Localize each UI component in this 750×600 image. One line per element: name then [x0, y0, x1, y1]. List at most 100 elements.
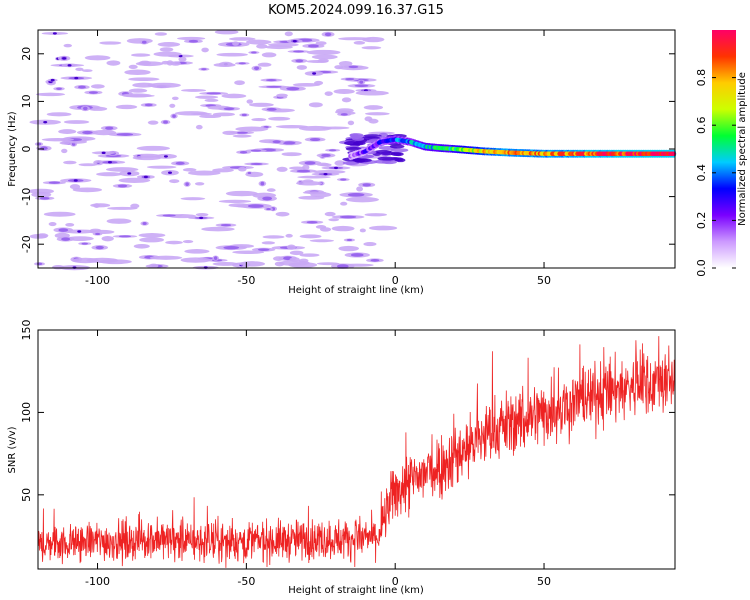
- spectrogram-noise-core: [88, 91, 98, 94]
- spectrogram-noise-blob: [317, 58, 329, 63]
- spectrogram-noise-blob: [63, 43, 72, 48]
- colorbar-tick-label: 0.0: [695, 259, 708, 277]
- spectrogram-noise-core: [348, 65, 359, 69]
- spectrogram-noise-blob: [169, 103, 176, 108]
- spectrogram-noise-core: [370, 259, 380, 262]
- spectrogram-noise-blob: [238, 166, 247, 172]
- spectrogram-y-axis-label: Frequency (Hz): [7, 111, 18, 187]
- figure-title: KOM5.2024.099.16.37.G15: [268, 3, 444, 18]
- spectrogram-noise-blob: [184, 249, 210, 254]
- spectrogram-noise-core: [309, 137, 321, 142]
- spectrogram-noise-blob: [43, 211, 76, 217]
- spectrogram-noise-blob: [90, 203, 111, 208]
- spectrogram-noise-blob: [170, 61, 181, 66]
- spectrogram-noise-blob: [161, 60, 170, 65]
- spectrogram-noise-blob: [368, 118, 379, 124]
- spectrogram-noise-peak: [199, 216, 204, 220]
- spectrogram-noise-blob: [46, 112, 72, 117]
- spectrogram-noise-core: [254, 66, 260, 71]
- spectrogram-noise-core: [175, 161, 185, 165]
- spectrogram-noise-blob: [132, 155, 162, 161]
- spectrogram-noise-blob: [321, 126, 350, 130]
- spectrogram-noise-core: [347, 192, 365, 197]
- spectrogram-noise-blob: [72, 187, 103, 193]
- spectrogram-noise-blob: [248, 102, 274, 107]
- spectrogram-noise-blob: [257, 62, 272, 67]
- snr-series-line: [38, 336, 675, 568]
- spectrogram-noise-core: [117, 184, 128, 188]
- spectrogram-noise-blob: [201, 226, 235, 232]
- spectrogram-noise-blob: [261, 52, 277, 58]
- ridge-onset-blob: [390, 148, 409, 153]
- spectrogram-noise-blob: [361, 36, 385, 43]
- spectrogram-noise-blob: [368, 225, 398, 231]
- spectrogram-noise-blob: [221, 93, 247, 99]
- spectrogram-noise-blob: [148, 263, 159, 269]
- spectrogram-noise-blob: [146, 165, 177, 169]
- spectrogram-noise-blob: [222, 130, 238, 135]
- snr-x-tick-label: 0: [392, 575, 399, 588]
- snr-y-tick-label: 150: [20, 320, 33, 341]
- spectrogram-noise-core: [321, 153, 331, 157]
- snr-axes: -100 -50 0 50 50 100 150: [20, 320, 675, 588]
- spectrogram-noise-core: [282, 141, 296, 145]
- spectrogram-noise-blob: [147, 120, 159, 125]
- spectrogram-noise-core: [266, 85, 282, 88]
- spectrogram-noise-blob: [338, 60, 353, 67]
- spectrogram-noise-blob: [256, 44, 268, 49]
- spectrogram-noise-core: [266, 208, 271, 211]
- spectrogram-noise-blob: [31, 191, 52, 198]
- spectrogram-noise-core: [188, 39, 199, 43]
- spectrogram-noise-core: [350, 253, 364, 257]
- spectrogram-noise-blob: [296, 65, 308, 70]
- spectrogram-noise-blob: [121, 93, 152, 98]
- spectrogram-noise-core: [272, 140, 281, 144]
- spectrogram-noise-core: [223, 245, 240, 250]
- spectrogram-noise-blob: [124, 69, 151, 76]
- spectrogram-noise-blob: [194, 95, 219, 99]
- spectrogram-noise-blob: [267, 42, 299, 47]
- spectrogram-noise-blob: [65, 222, 75, 227]
- spectrogram-noise-blob: [331, 225, 355, 232]
- spectrogram-noise-blob: [276, 93, 288, 98]
- spectrogram-noise-blob: [232, 134, 252, 138]
- spectrogram-noise-core: [250, 162, 263, 166]
- spectrogram-noise-blob: [159, 47, 174, 52]
- spectrogram-noise-blob: [364, 213, 388, 217]
- spectrogram-noise-blob: [229, 37, 256, 41]
- spectrogram-noise-core: [162, 214, 176, 217]
- spectrogram-noise-core: [48, 181, 61, 184]
- spectrogram-noise-core: [250, 149, 262, 152]
- spectrogram-noise-core: [262, 196, 273, 201]
- spectrogram-noise-blob: [174, 111, 208, 116]
- spectrogram-noise-core: [95, 232, 100, 236]
- spectrogram-noise-core: [346, 238, 353, 242]
- spectrogram-noise-core: [56, 87, 62, 90]
- colorbar-tick-label: 0.4: [695, 164, 708, 182]
- ridge-onset-blob: [342, 160, 360, 165]
- spectrogram-noise-blob: [364, 112, 390, 116]
- spectrogram-noise-blob: [289, 257, 300, 262]
- spectrogram-noise-blob: [201, 47, 209, 53]
- spectrogram-noise-core: [142, 221, 147, 225]
- spectrogram-noise-blob: [194, 182, 205, 186]
- colorbar-tick-label: 0.8: [695, 69, 708, 87]
- ridge-onset-blob: [349, 133, 364, 138]
- spectrogram-noise-core: [336, 264, 349, 269]
- spectrogram-noise-core: [213, 256, 218, 260]
- spectrogram-noise-core: [220, 223, 232, 227]
- spectrogram-noise-blob: [334, 160, 346, 166]
- spectrogram-noise-blob: [61, 140, 72, 145]
- spectrogram-noise-core: [265, 78, 277, 82]
- spectrogram-noise-peak: [73, 179, 78, 182]
- spectrogram-noise-blob: [299, 234, 322, 239]
- spectrogram-noise-peak: [292, 39, 297, 43]
- spectrogram-noise-blob: [118, 177, 151, 183]
- spectrogram-noise-blob: [333, 89, 355, 94]
- spectrogram-noise-blob: [52, 265, 65, 270]
- ridge-onset-blob: [377, 156, 396, 161]
- spectrogram-noise-blob: [311, 54, 338, 60]
- spectrogram-noise-blob: [96, 172, 123, 177]
- spectrogram-noise-blob: [180, 257, 211, 263]
- spectrogram-noise-blob: [107, 206, 138, 210]
